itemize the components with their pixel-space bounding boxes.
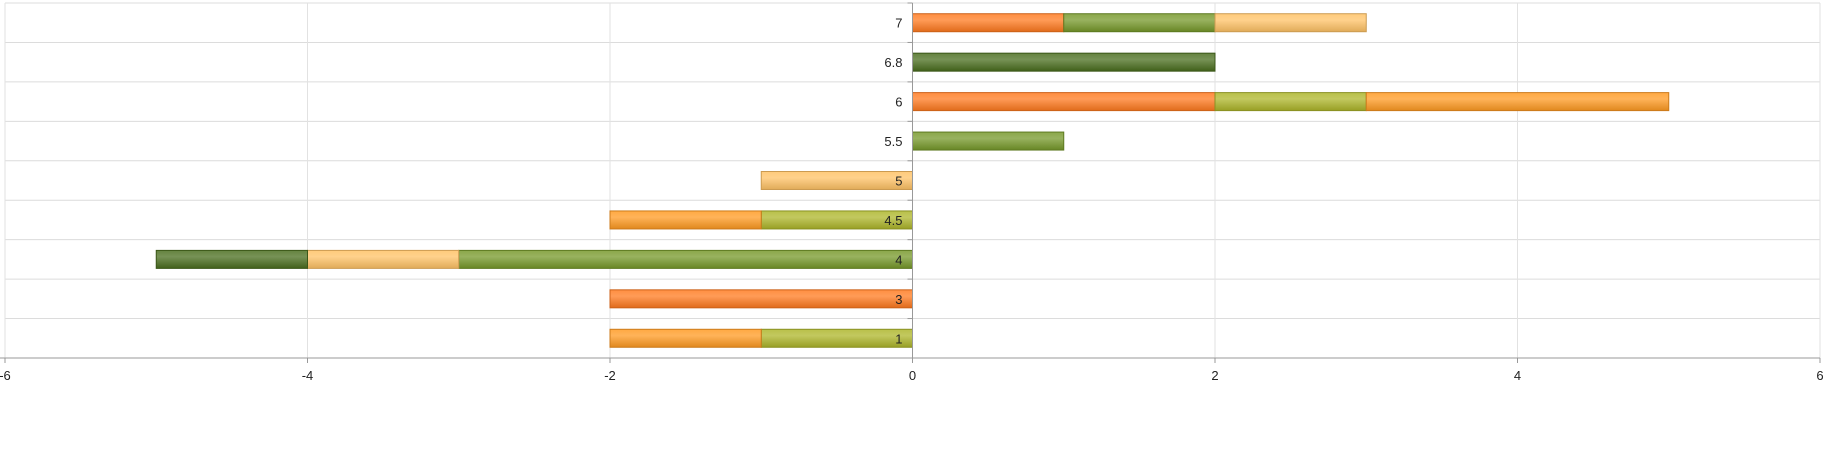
x-tick-label: -2: [604, 368, 616, 383]
bar-segment: [912, 92, 1216, 112]
category-label: 4.5: [884, 213, 902, 228]
category-label: 5: [895, 174, 902, 189]
x-tick-label: -4: [302, 368, 314, 383]
category-label: 4: [895, 252, 902, 267]
bar-segment: [609, 210, 762, 230]
bar-segment: [155, 249, 308, 269]
bar-segment: [609, 328, 762, 348]
bars: [155, 13, 1670, 348]
x-tick-label: 6: [1816, 368, 1823, 383]
category-label: 3: [895, 292, 902, 307]
bar-segment: [1214, 92, 1367, 112]
bar-segment: [912, 52, 1216, 72]
bar-segment: [1365, 92, 1670, 112]
x-tick-label: 0: [909, 368, 916, 383]
bar-segment: [912, 13, 1065, 33]
category-label: 1: [895, 331, 902, 346]
x-tick-label: -6: [0, 368, 11, 383]
bar-segment: [1063, 13, 1216, 33]
x-tick-label: 2: [1211, 368, 1218, 383]
bar-segment: [760, 328, 913, 348]
bar-segment: [1214, 13, 1367, 33]
bar-segment: [609, 289, 913, 309]
bar-segment: [307, 249, 460, 269]
category-label: 6: [895, 95, 902, 110]
category-label: 6.8: [884, 55, 902, 70]
x-tick-label: 4: [1514, 368, 1521, 383]
bar-segment: [912, 131, 1065, 151]
labels: -6 -4 -2 0 2 4 6 1 3 4 4.5 5 5.5 6 6.8 7: [0, 16, 1824, 383]
category-label: 7: [895, 16, 902, 31]
bar-segment: [760, 171, 913, 190]
category-label: 5.5: [884, 134, 902, 149]
axes: [0, 2, 1821, 363]
bar-segment: [458, 249, 913, 269]
